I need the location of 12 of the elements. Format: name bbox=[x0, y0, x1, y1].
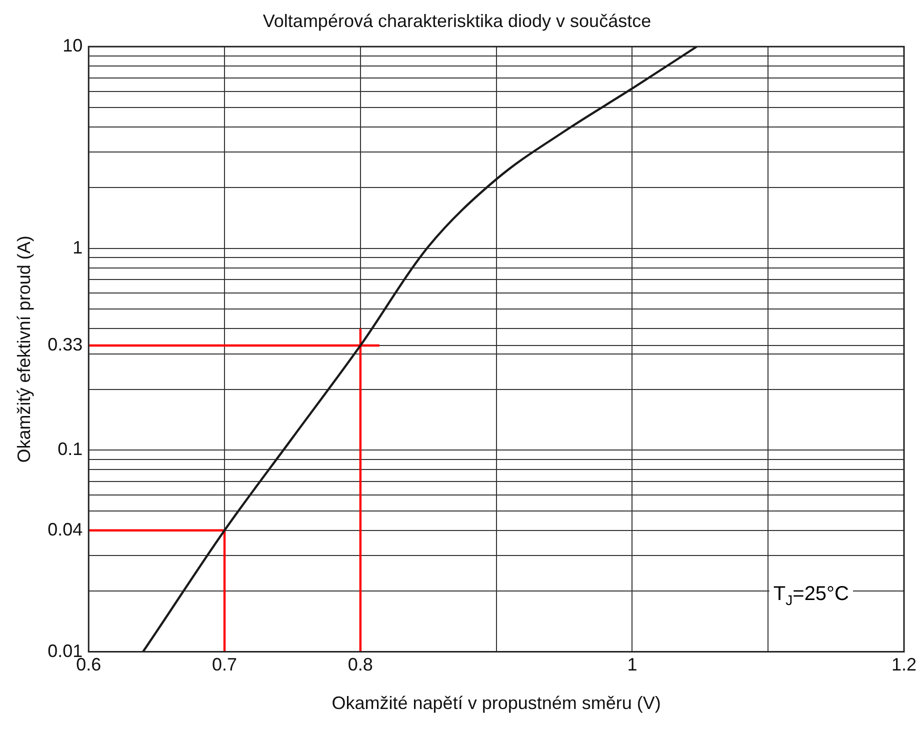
y-tick-label: 0.33 bbox=[48, 334, 83, 354]
x-axis-title: Okamžité napětí v propustném směru (V) bbox=[332, 693, 661, 714]
x-tick-label: 1.2 bbox=[891, 654, 917, 675]
x-tick-label: 0.7 bbox=[212, 654, 238, 675]
x-tick-label: 0.8 bbox=[348, 654, 373, 675]
y-tick-label: 10 bbox=[62, 36, 83, 56]
y-tick-label: 1 bbox=[72, 237, 83, 258]
x-tick-label: 1 bbox=[627, 654, 638, 675]
chart-title: Voltampérová charakterisktika diody v součástce bbox=[262, 10, 652, 31]
y-axis-title: Okamžitý efektivní proud (A) bbox=[14, 236, 34, 463]
y-tick-label: 0.1 bbox=[58, 439, 83, 460]
y-tick-label: 0.04 bbox=[48, 519, 83, 540]
